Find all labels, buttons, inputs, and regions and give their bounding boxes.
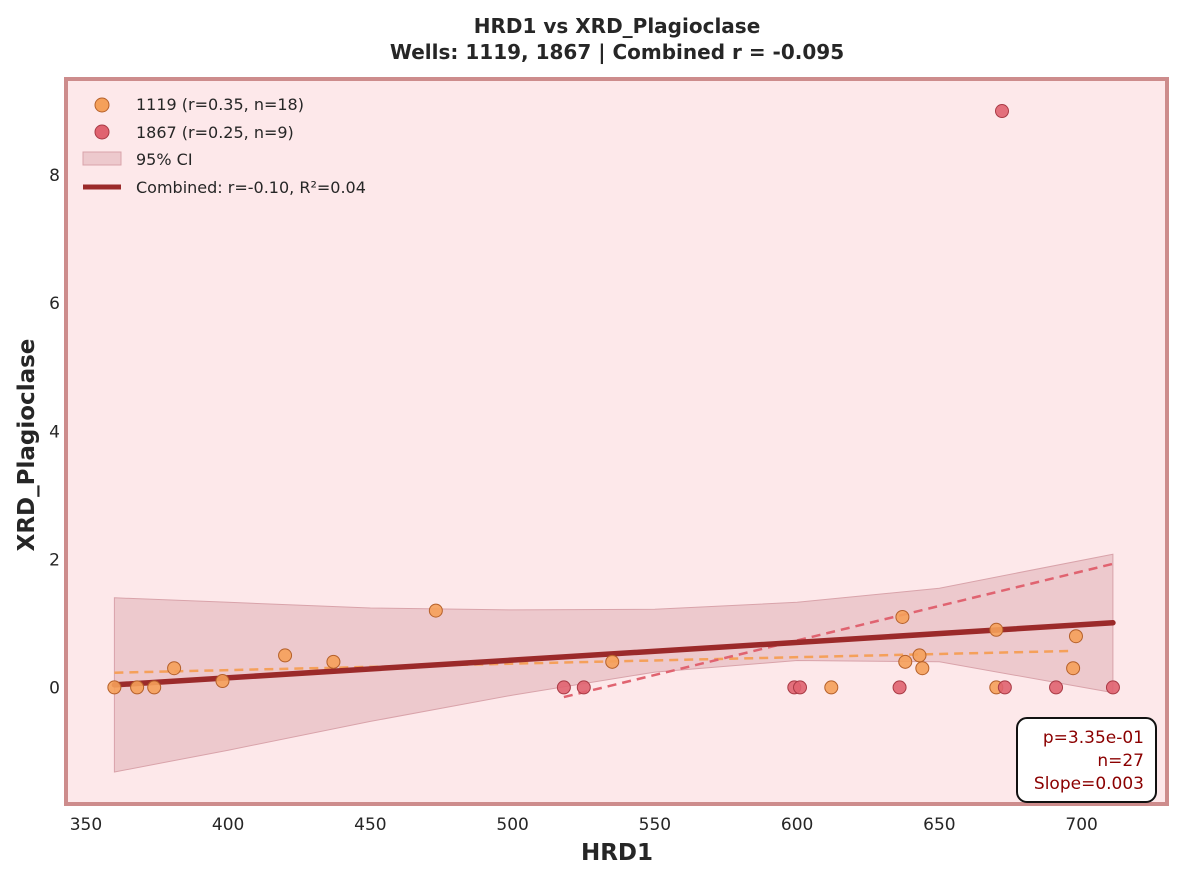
legend-label-ci: 95% CI: [136, 150, 193, 169]
data-point-1119: [898, 654, 913, 669]
data-point-1119: [824, 680, 839, 695]
data-point-1119: [167, 661, 182, 676]
plot-area: [64, 77, 1169, 806]
data-point-1119: [147, 680, 162, 695]
y-tick-label: 8: [49, 166, 60, 186]
chart-title: HRD1 vs XRD_Plagioclase: [474, 14, 761, 38]
trend-line-1867: [563, 562, 1114, 699]
legend-ci-swatch: [82, 151, 122, 166]
x-tick-label: 650: [923, 815, 955, 835]
data-point-1119: [215, 674, 230, 689]
combined-fit-line: [111, 620, 1116, 688]
data-point-1867: [1105, 680, 1120, 695]
data-point-1119: [912, 648, 927, 663]
x-tick-label: 700: [1065, 815, 1097, 835]
stats-box: p=3.35e-01 n=27 Slope=0.003: [1016, 717, 1157, 803]
legend-label-combined: Combined: r=-0.10, R²=0.04: [136, 178, 366, 197]
data-point-1867: [576, 680, 591, 695]
data-point-1119: [1066, 661, 1081, 676]
y-tick-label: 4: [49, 422, 60, 442]
x-tick-label: 550: [639, 815, 671, 835]
points-layer: [107, 104, 1120, 695]
data-point-1119: [130, 680, 145, 695]
data-point-1119: [915, 661, 930, 676]
stats-slope-value: Slope=0.003: [1034, 774, 1144, 794]
legend-label-1867: 1867 (r=0.25, n=9): [136, 123, 294, 142]
legend-label-1119: 1119 (r=0.35, n=18): [136, 95, 304, 114]
data-point-1119: [326, 654, 341, 669]
data-point-1867: [997, 680, 1012, 695]
y-tick-label: 6: [49, 294, 60, 314]
stats-n-value: n=27: [1097, 751, 1144, 771]
x-tick-label: 500: [496, 815, 528, 835]
data-point-1119: [278, 648, 293, 663]
data-point-1119: [428, 603, 443, 618]
legend-marker-1119: [94, 97, 110, 113]
chart-subtitle: Wells: 1119, 1867 | Combined r = -0.095: [390, 40, 844, 64]
data-point-1867: [892, 680, 907, 695]
x-axis-ticks: 350 400 450 500 550 600 650 700: [70, 815, 1098, 835]
data-point-1867: [556, 680, 571, 695]
x-tick-label: 350: [70, 815, 102, 835]
data-point-1119: [1068, 629, 1083, 644]
stats-p-value: p=3.35e-01: [1043, 728, 1144, 748]
x-tick-label: 450: [354, 815, 386, 835]
stats-box-frame: [1016, 717, 1157, 803]
x-axis-label: HRD1: [581, 840, 653, 866]
data-point-1867: [994, 104, 1009, 119]
data-point-1119: [107, 680, 122, 695]
y-axis-ticks: 0 2 4 6 8: [49, 166, 60, 698]
legend: 1119 (r=0.35, n=18) 1867 (r=0.25, n=9) 9…: [82, 95, 366, 197]
data-point-1867: [1049, 680, 1064, 695]
data-point-1119: [989, 622, 1004, 637]
x-tick-label: 400: [212, 815, 244, 835]
y-axis-label: XRD_Plagioclase: [14, 339, 40, 552]
legend-marker-1867: [94, 124, 110, 140]
data-point-1119: [895, 609, 910, 624]
data-point-1119: [605, 654, 620, 669]
x-tick-label: 600: [781, 815, 813, 835]
y-tick-label: 2: [49, 550, 60, 570]
data-point-1867: [793, 680, 807, 695]
y-tick-label: 0: [49, 678, 60, 698]
